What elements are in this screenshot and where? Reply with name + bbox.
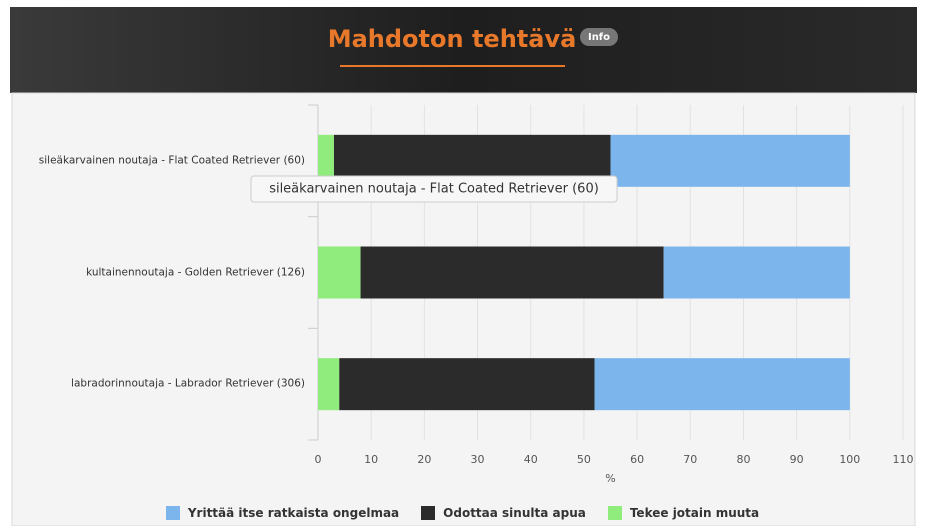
legend-item[interactable]: Tekee jotain muuta	[607, 506, 760, 520]
x-axis-title: %	[605, 472, 615, 485]
x-tick-label: 100	[839, 453, 860, 466]
bar-segment	[594, 358, 850, 411]
x-tick-label: 60	[630, 453, 644, 466]
bar-segment	[318, 134, 334, 187]
legend-label: Yrittää itse ratkaista ongelmaa	[187, 506, 400, 520]
legend-item[interactable]: Odottaa sinulta apua	[421, 506, 586, 520]
legend-item[interactable]: Yrittää itse ratkaista ongelmaa	[165, 506, 400, 520]
x-tick-label: 110	[893, 453, 914, 466]
x-tick-label: 80	[736, 453, 750, 466]
page-title: Mahdoton tehtävä	[328, 25, 577, 53]
info-badge-text[interactable]: Info	[588, 32, 610, 43]
x-tick-label: 50	[577, 453, 591, 466]
info-badge[interactable]	[580, 28, 618, 46]
x-tick-label: 40	[524, 453, 538, 466]
tooltip-box	[250, 175, 618, 203]
bar-segment	[339, 358, 595, 411]
bar-segment	[663, 246, 850, 299]
bar-segment	[610, 134, 850, 187]
legend-swatch	[607, 506, 622, 520]
legend-label: Tekee jotain muuta	[629, 506, 760, 520]
category-label: labradorinnoutaja - Labrador Retriever (…	[71, 377, 305, 390]
category-label: kultainennoutaja - Golden Retriever (126…	[86, 266, 305, 278]
tooltip-text: sileäkarvainen noutaja - Flat Coated Ret…	[269, 182, 599, 197]
x-tick-label: 10	[364, 453, 378, 466]
legend: Yrittää itse ratkaista ongelmaa Odottaa s…	[0, 506, 925, 520]
x-tick-label: 70	[683, 453, 697, 466]
category-label: sileäkarvainen noutaja - Flat Coated Ret…	[38, 154, 305, 167]
x-tick-label: 30	[471, 453, 485, 466]
legend-swatch	[421, 506, 436, 520]
bar-segment	[360, 246, 664, 299]
x-tick-label: 0	[315, 453, 322, 466]
header-band	[10, 7, 917, 93]
legend-label: Odottaa sinulta apua	[443, 506, 586, 520]
bar-segment	[318, 246, 361, 299]
legend-swatch	[165, 506, 180, 520]
tooltip: sileäkarvainen noutaja - Flat Coated Ret…	[250, 175, 618, 203]
x-tick-label: 20	[417, 453, 431, 466]
x-tick-label: 90	[790, 453, 804, 466]
bar-segment	[318, 358, 340, 411]
